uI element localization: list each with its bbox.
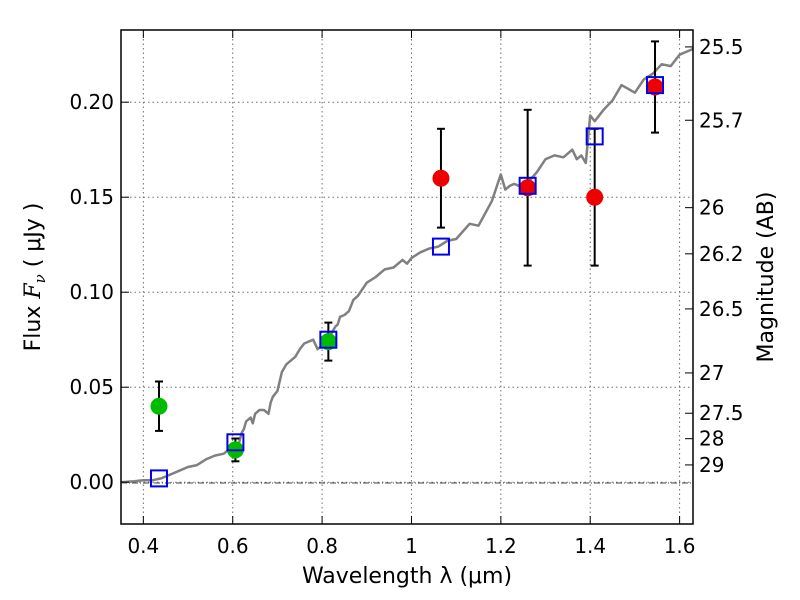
magnitude-tick-label: 28 [699, 427, 724, 451]
y-tick-label: 0.05 [69, 375, 114, 399]
right-axis-label: Magnitude (AB) [754, 192, 779, 363]
x-axis: 0.4 0.6 0.8 1 1.2 1.4 1.6 [127, 30, 696, 558]
y-axis: 0.00 0.05 0.10 0.15 0.20 [69, 90, 129, 494]
magnitude-tick-label: 27 [699, 361, 724, 385]
y-axis-label: Flux Fν ( μJy ) [21, 203, 49, 352]
model-photometry-point [149, 469, 168, 488]
x-tick-label: 1.4 [574, 534, 606, 558]
y-tick-label: 0.00 [69, 470, 114, 494]
magnitude-tick-label: 26 [699, 196, 724, 220]
x-axis-label: Wavelength λ (μm) [302, 564, 512, 589]
grid [121, 30, 693, 524]
x-tick-label: 0.4 [127, 534, 159, 558]
observed-point [432, 169, 450, 187]
series-layer [120, 40, 694, 488]
x-tick-label: 1.2 [485, 534, 517, 558]
magnitude-tick-label: 27.5 [699, 401, 744, 425]
x-tick-label: 1.6 [664, 534, 696, 558]
y-tick-label: 0.15 [69, 185, 114, 209]
model-sed-line [120, 47, 694, 484]
x-tick-label: 0.8 [306, 534, 338, 558]
y-tick-label: 0.20 [69, 90, 114, 114]
model-photometry-point [431, 237, 450, 256]
magnitude-tick-label: 26.2 [699, 242, 744, 266]
model-photometry-point [319, 330, 338, 349]
model-photometry-point [226, 433, 245, 452]
magnitude-tick-label: 25.5 [699, 35, 744, 59]
magnitude-tick-label: 29 [699, 453, 724, 477]
observed-point [150, 397, 168, 415]
model-photometry-point [646, 76, 665, 95]
model-photometry-point [518, 176, 537, 195]
observed-point [586, 188, 604, 206]
model-photometry-point [585, 127, 604, 146]
x-tick-label: 0.6 [217, 534, 249, 558]
y-tick-label: 0.10 [69, 280, 114, 304]
plot-frame [120, 29, 694, 525]
magnitude-tick-label: 25.7 [699, 108, 744, 132]
magnitude-tick-label: 26.5 [699, 297, 744, 321]
x-tick-label: 1 [405, 534, 418, 558]
